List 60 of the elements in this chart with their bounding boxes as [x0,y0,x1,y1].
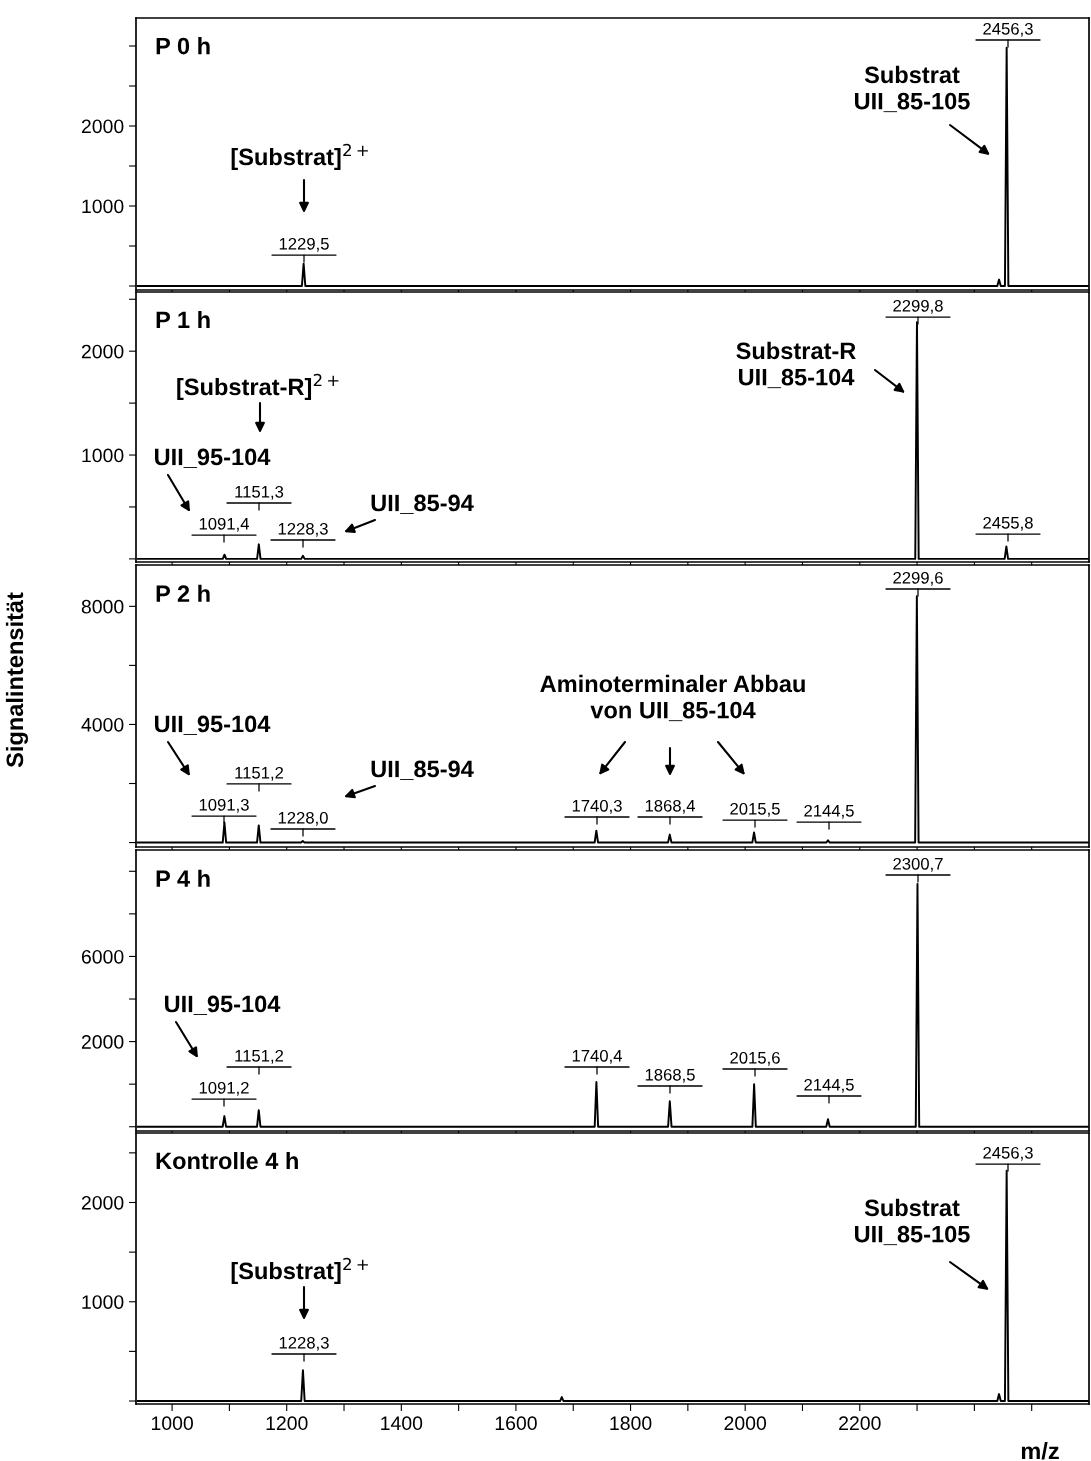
annotation: 1740,4 [572,1049,622,1064]
text: P 0 h [156,37,210,55]
x-tick-label: 2000 [724,1416,767,1431]
annotation: 1228,3 [279,1336,329,1351]
y-tick-label: 1000 [82,199,124,214]
annotation: 1868,4 [645,799,695,814]
annotation: UII_85-94 [371,494,474,514]
annotation: UII_95-104 [165,995,281,1015]
annotation: Aminoterminaler Abbau von UII_85-104 [540,674,805,722]
annotation: 2455,8 [983,516,1033,531]
text: Kontrolle 4 h [156,1151,298,1170]
annotation: 1228,3 [278,522,328,537]
annotation: Substrat-R UII_85-104 [736,341,856,389]
annotation: 1151,2 [235,1049,284,1064]
x-tick-label: 1400 [381,1416,423,1431]
annotation: 1151,3 [235,485,284,500]
annotation: 1228,0 [278,811,328,826]
annotation: UII_95-104 [155,448,271,468]
x-tick-label: 1600 [495,1416,537,1431]
y-axis-title: Signalintensität [5,592,28,768]
y-tick-label: 2000 [81,119,124,134]
y-tick-label: 6000 [81,949,124,964]
annotation: 2015,5 [730,802,780,817]
y-tick-label: 1000 [82,1295,124,1309]
annotation: 2015,6 [730,1051,780,1066]
annotation: 1151,2 [235,766,284,781]
y-tick-label: 8000 [81,599,124,614]
annotation: 1091,4 [199,517,249,532]
y-tick-label: 2000 [81,344,124,359]
y-tick-label: 1000 [82,448,124,463]
x-axis-title: m/z [1021,1442,1059,1460]
x-tick-label: 1000 [151,1416,193,1431]
annotation: 1229,5 [279,237,329,252]
x-tick-label: 2200 [839,1416,881,1431]
annotation: 2456,3 [983,22,1033,37]
annotation: 2144,5 [804,804,854,819]
annotation: 2456,3 [983,1146,1033,1161]
y-tick-label: 2000 [81,1195,124,1210]
annotation: Substrat UII_85-105 [855,1198,970,1246]
annotation: 1091,2 [199,1081,249,1096]
annotation: UII_95-104 [155,715,271,735]
annotation: 1740,3 [572,799,622,814]
text: P 2 h [156,584,210,602]
text: P 4 h [156,869,210,887]
annotation: Substrat UII_85-105 [855,65,970,113]
annotation: [Substrat-R]$^{2+}$ [177,373,339,400]
annotation: 2144,5 [804,1078,854,1093]
annotation: 1091,3 [199,798,249,813]
x-tick-label: 1800 [610,1416,652,1431]
annotation: [Substrat]$^{2+}$ [231,1257,368,1284]
text: P 1 h [156,310,210,329]
annotation: 2299,8 [893,299,943,314]
y-tick-label: 2000 [81,1035,124,1049]
x-tick-label: 1200 [266,1416,308,1431]
annotation: 2299,6 [893,571,943,586]
annotation: [Substrat]$^{2+}$ [231,143,368,170]
annotation: UII_85-94 [371,760,474,780]
y-tick-label: 4000 [81,717,124,732]
annotation: 1868,5 [645,1068,695,1083]
annotation: 2300,7 [893,857,943,872]
